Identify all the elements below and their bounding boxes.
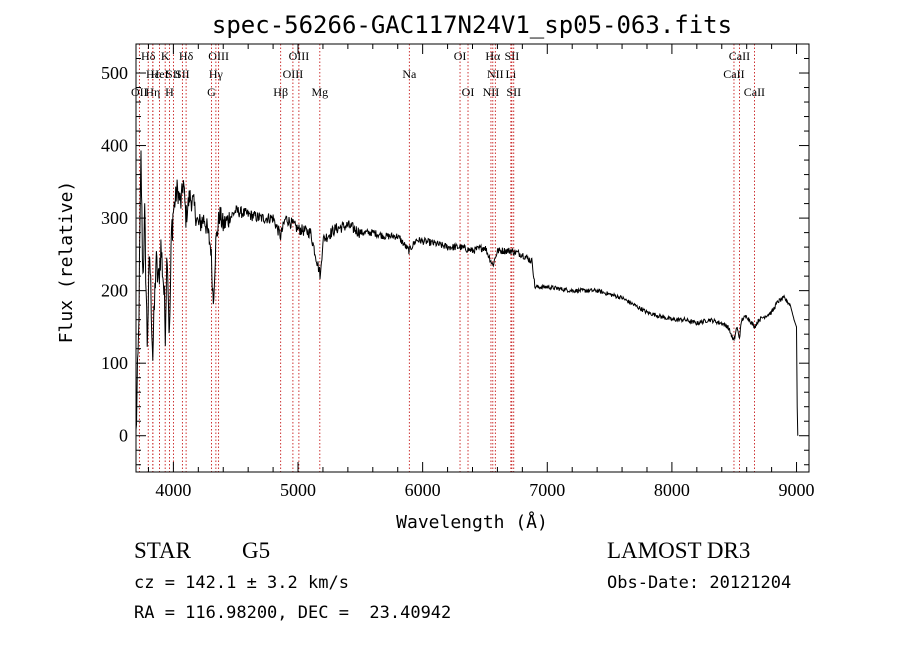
spectral-line-label: Na xyxy=(402,67,417,81)
spectral-line-label: NII xyxy=(483,85,500,99)
y-tick-label: 300 xyxy=(101,208,128,228)
spectral-line-label: Hα xyxy=(485,49,501,63)
object-subclass: G5 xyxy=(242,538,271,563)
spectral-line-label: OI xyxy=(462,85,475,99)
coordinates-readout: RA = 116.98200, DEC = 23.40942 xyxy=(134,603,452,623)
plot-frame xyxy=(135,43,810,473)
spectral-line-label: SII xyxy=(505,49,520,63)
spectral-line-label: H xyxy=(165,85,174,99)
axis-ticks: 4000 5000 6000 7000 8000 9000 0 100 200 300 400 500 xyxy=(101,43,815,500)
spectrum-series-line xyxy=(135,150,799,436)
spectral-line-label: G xyxy=(207,85,216,99)
spectral-line-label: K xyxy=(161,49,170,63)
spectral-line-label: Hδ xyxy=(179,49,194,63)
chart-title: spec-56266-GAC117N24V1_sp05-063.fits xyxy=(212,11,732,39)
x-axis-label: Wavelength (Å) xyxy=(396,511,548,533)
y-tick-label: 500 xyxy=(101,63,128,83)
spectral-line-label: Hγ xyxy=(209,67,224,81)
spectral-line-label: Hβ xyxy=(273,85,288,99)
spectral-line-label: Mg xyxy=(311,85,328,99)
y-tick-label: 400 xyxy=(101,136,128,156)
x-tick-label: 8000 xyxy=(654,480,690,500)
spectral-line-label: SII xyxy=(175,67,190,81)
spectral-line-label: Hδ xyxy=(141,49,156,63)
y-tick-label: 200 xyxy=(101,281,128,301)
spectral-line-label: OIII xyxy=(283,67,304,81)
y-axis-label: Flux (relative) xyxy=(56,181,77,344)
spectral-line-label: OIII xyxy=(208,49,229,63)
spectral-line-label: CaII xyxy=(723,67,744,81)
y-tick-label: 100 xyxy=(101,353,128,373)
spectral-line-label: Li xyxy=(506,67,517,81)
spectral-line-label: NII xyxy=(487,67,504,81)
spectral-line-label: OII xyxy=(131,85,148,99)
x-tick-label: 9000 xyxy=(779,480,815,500)
spectral-line-label: OIII xyxy=(289,49,310,63)
spectral-line-label: CaII xyxy=(744,85,765,99)
survey-release: LAMOST DR3 xyxy=(607,538,751,563)
spectral-line-label: SII xyxy=(506,85,521,99)
x-tick-label: 4000 xyxy=(155,480,191,500)
observation-date: Obs-Date: 20121204 xyxy=(607,573,792,593)
y-tick-label: 0 xyxy=(119,426,128,446)
spectral-line-label: OI xyxy=(454,49,467,63)
spectrum-chart: spec-56266-GAC117N24V1_sp05-063.fits Hδ O… xyxy=(56,11,815,533)
spectral-line-label: HeI xyxy=(151,67,169,81)
redshift-readout: cz = 142.1 ± 3.2 km/s xyxy=(134,573,349,593)
x-tick-label: 5000 xyxy=(280,480,316,500)
spectral-line-label: SII xyxy=(166,67,181,81)
spectral-line-label: Hη xyxy=(145,85,160,99)
x-tick-label: 6000 xyxy=(405,480,441,500)
x-tick-label: 7000 xyxy=(529,480,565,500)
spectral-line-label: CaII xyxy=(729,49,750,63)
spectral-line-label: Hε xyxy=(146,67,160,81)
object-class: STAR xyxy=(134,538,191,563)
